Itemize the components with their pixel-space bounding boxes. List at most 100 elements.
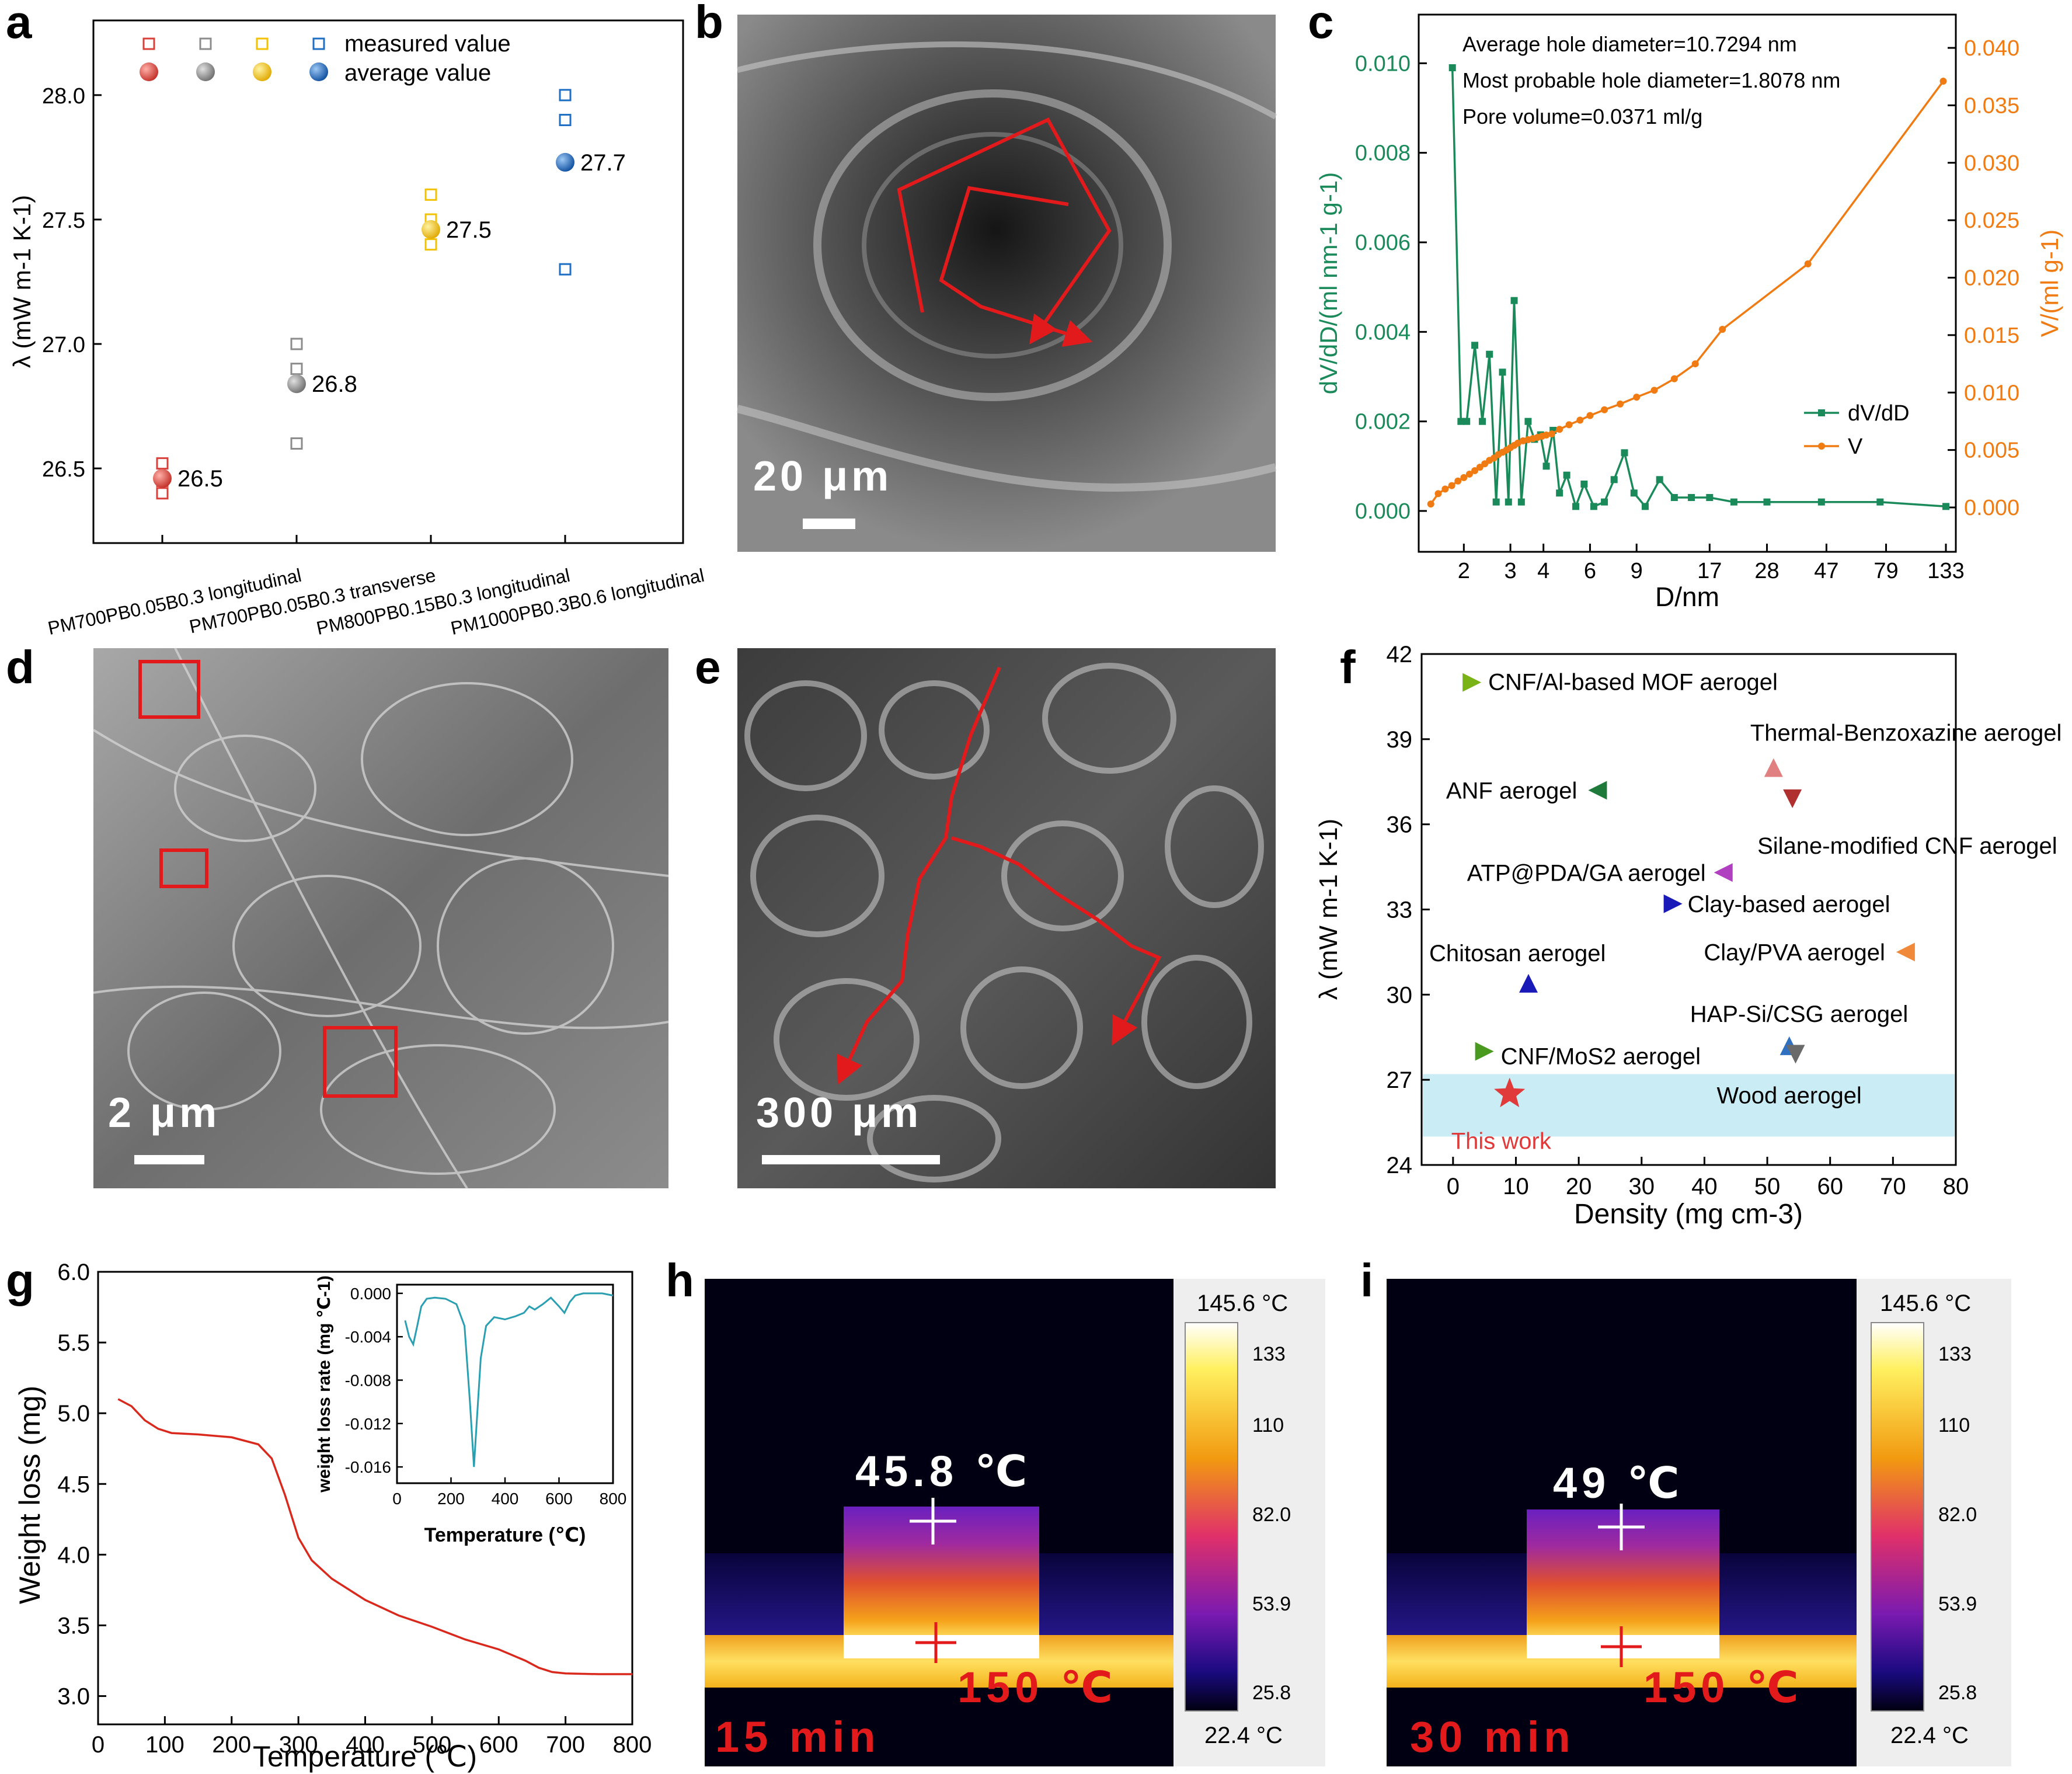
point-label: ANF aerogel — [1446, 778, 1577, 803]
data-point — [1942, 503, 1950, 510]
scatter-point — [1714, 863, 1733, 882]
x-tick-label: 17 — [1697, 559, 1722, 583]
legend-average-marker — [196, 62, 215, 81]
scatter-point — [1764, 758, 1783, 777]
data-point — [1876, 498, 1884, 506]
scatter-point — [1896, 942, 1915, 962]
data-point — [1580, 481, 1588, 488]
panel-i-thermal-image: 49 ℃ 150 ℃ 30 min 145.6 °C 22.4 °C 133 1… — [1387, 1279, 2011, 1766]
thermal-i-block — [1527, 1509, 1719, 1658]
panel-b-sem-image: 20 μm — [736, 15, 1277, 552]
legend-label: dV/dD — [1848, 401, 1910, 426]
data-point — [1670, 494, 1678, 501]
y-tick-label: 24 — [1387, 1153, 1413, 1178]
data-point — [1542, 432, 1550, 439]
y-tick-label: 27 — [1387, 1067, 1413, 1093]
panel-a-frame — [92, 19, 684, 544]
x-tick-label: 600 — [479, 1732, 518, 1758]
y-tick-label-right: 0.035 — [1964, 93, 2019, 118]
point-label: ATP@PDA/GA aerogel — [1467, 860, 1706, 886]
legend-label: V — [1848, 434, 1863, 459]
y-tick-label: 4.5 — [57, 1472, 90, 1497]
thermal-h-block — [844, 1507, 1039, 1658]
data-point — [1730, 498, 1737, 506]
panel-letter-d: d — [6, 641, 34, 693]
thermal-i-top-temp: 49 ℃ — [1553, 1459, 1684, 1507]
cbar-h-tick: 53.9 — [1252, 1593, 1291, 1615]
inset-y-tick-label: 0.000 — [350, 1285, 391, 1303]
y-tick-label-right: 0.040 — [1964, 36, 2019, 61]
thermal-i-bottom-temp: 150 ℃ — [1643, 1663, 1803, 1712]
sem-e-arrow-main — [837, 666, 1001, 1085]
panel-g-ylabel: Weight loss (mg) — [13, 1386, 46, 1604]
sem-e-scale-label: 300 μm — [756, 1090, 922, 1136]
sem-d-highlight-box-1 — [138, 660, 200, 719]
y-tick-label-right: 0.020 — [1964, 266, 2019, 291]
data-point — [1572, 503, 1580, 510]
data-point — [1706, 494, 1714, 501]
x-tick-label: 200 — [212, 1732, 251, 1758]
y-tick-label-left: 0.002 — [1355, 410, 1411, 434]
scatter-point — [1475, 1042, 1494, 1061]
data-point — [1542, 462, 1550, 470]
panel-f-xlabel: Density (mg cm-3) — [1574, 1199, 1803, 1230]
thermal-i-colorbar-min: 22.4 °C — [1890, 1723, 1969, 1748]
data-point — [1633, 394, 1641, 401]
panel-letter-b: b — [695, 0, 723, 48]
y-tick-label: 26.5 — [42, 457, 85, 482]
x-tick-label: 500 — [413, 1732, 452, 1758]
x-tick-label: 800 — [613, 1732, 652, 1758]
y-tick-label-left: 0.004 — [1355, 320, 1411, 345]
data-point — [1499, 368, 1506, 376]
cbar-h-tick: 110 — [1252, 1414, 1284, 1436]
sem-b-scale-label: 20 μm — [753, 453, 892, 500]
thermal-h-top-crosshair — [910, 1498, 956, 1545]
cbar-h-tick: 82.0 — [1252, 1504, 1291, 1526]
legend-measured-marker — [312, 37, 325, 50]
scatter-point — [1519, 973, 1538, 993]
sem-d-image — [93, 648, 668, 1188]
sem-d-highlight-box-2 — [159, 848, 208, 888]
data-point — [1471, 467, 1479, 475]
thermal-h-hotplate-core — [844, 1635, 1039, 1658]
legend-marker — [1818, 443, 1825, 450]
panel-c-xlabel: D/nm — [1655, 582, 1719, 612]
panel-a-chart: measured value average value 26.5 27.0 27.… — [8, 19, 706, 639]
inset-x-tick-label: 200 — [437, 1490, 465, 1508]
thermal-h-top-temp: 45.8 ℃ — [855, 1447, 1032, 1495]
point-label: Silane-modified CNF aerogel — [1757, 833, 2057, 859]
data-point — [1621, 449, 1628, 457]
data-point — [1524, 418, 1532, 425]
y-tick-label: 5.5 — [57, 1330, 90, 1356]
legend-measured-marker — [199, 37, 212, 50]
y-tick-label: 30 — [1387, 982, 1413, 1008]
x-tick-label: 0 — [1447, 1174, 1460, 1199]
data-point — [1463, 418, 1471, 425]
measured-point — [559, 263, 572, 276]
inset-x-tick-label: 600 — [545, 1490, 573, 1508]
data-point — [1510, 297, 1518, 304]
scatter-point — [1663, 894, 1683, 913]
y-tick-label: 3.0 — [57, 1684, 90, 1710]
thermal-i-colorbar-max: 145.6 °C — [1880, 1291, 1971, 1316]
average-point — [287, 374, 306, 394]
x-tick-label: 20 — [1566, 1174, 1592, 1199]
y-tick-label: 3.5 — [57, 1613, 90, 1639]
scatter-point — [1786, 1045, 1805, 1064]
sem-b-outer-arrow-path — [897, 117, 1112, 345]
y-tick-label-right: 0.015 — [1964, 324, 2019, 348]
panel-g-inset-ylabel: weight loss rate (mg ℃-1) — [315, 1275, 334, 1493]
y-tick-label: 36 — [1387, 812, 1413, 838]
sem-b-fiber-1 — [736, 41, 1277, 120]
sem-b-pore-inner — [862, 132, 1123, 359]
data-point — [1448, 482, 1455, 489]
x-tick-label: 80 — [1943, 1174, 1969, 1199]
y-tick-label: 39 — [1387, 727, 1413, 753]
data-point — [1454, 477, 1462, 485]
sem-d-scale-bar — [134, 1155, 204, 1164]
legend-marker — [1818, 409, 1825, 416]
thermal-h-time: 15 min — [715, 1713, 880, 1761]
x-tick-label: 40 — [1691, 1174, 1718, 1199]
measured-point — [559, 113, 572, 126]
